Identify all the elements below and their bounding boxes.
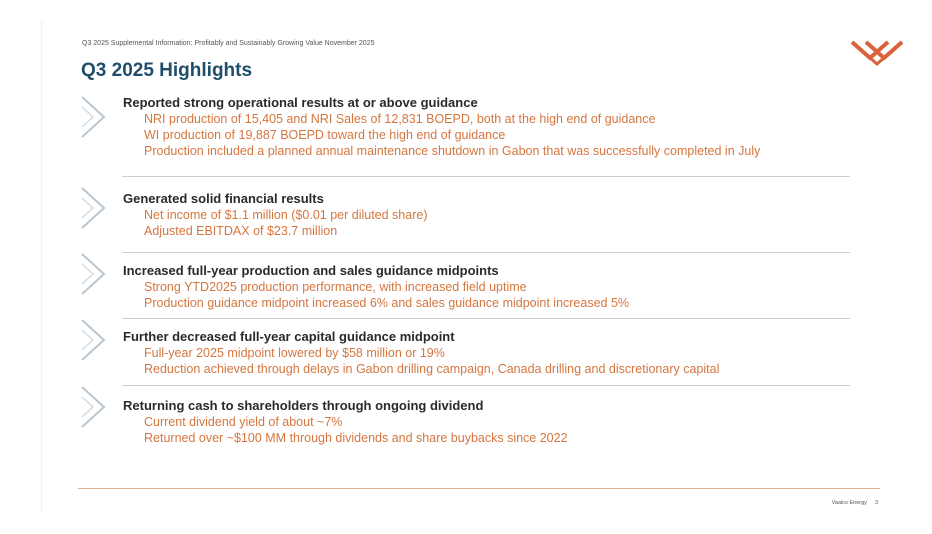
section-title: Returning cash to shareholders through o…: [123, 398, 484, 413]
section-detail: Full-year 2025 midpoint lowered by $58 m…: [144, 346, 445, 360]
section-title: Further decreased full-year capital guid…: [123, 329, 455, 344]
chevron-right-icon: [81, 187, 106, 229]
chevron-right-icon: [81, 253, 106, 295]
section-detail: Net income of $1.1 million ($0.01 per di…: [144, 208, 428, 222]
chevron-stack-logo-icon: [850, 40, 904, 66]
section-title: Increased full-year production and sales…: [123, 263, 499, 278]
chevron-right-icon: [81, 96, 106, 138]
chevron-right-icon: [81, 386, 106, 428]
section-divider: [122, 318, 850, 319]
section-detail: Production included a planned annual mai…: [144, 144, 761, 158]
section-detail: Strong YTD2025 production performance, w…: [144, 280, 527, 294]
section-detail: Reduction achieved through delays in Gab…: [144, 362, 720, 376]
section-title: Reported strong operational results at o…: [123, 95, 478, 110]
section-title: Generated solid financial results: [123, 191, 324, 206]
section-divider: [122, 252, 850, 253]
page-number: 3: [874, 500, 878, 506]
section-divider: [122, 385, 850, 386]
section-detail: WI production of 19,887 BOEPD toward the…: [144, 128, 506, 142]
section-detail: Current dividend yield of about ~7%: [144, 415, 343, 429]
section-detail: Production guidance midpoint increased 6…: [144, 296, 630, 310]
section-divider: [122, 176, 850, 177]
header-note: Q3 2025 Supplemental Information: Profit…: [82, 40, 375, 47]
left-margin-rule: [41, 20, 42, 512]
section-detail: Adjusted EBITDAX of $23.7 million: [144, 224, 338, 238]
section-detail: Returned over ~$100 MM through dividends…: [144, 431, 568, 445]
footer: Vaalco Energy 3: [832, 500, 878, 506]
footer-company: Vaalco Energy: [831, 500, 867, 506]
page-title: Q3 2025 Highlights: [81, 60, 253, 81]
footer-rule: [78, 488, 880, 489]
chevron-right-icon: [81, 319, 106, 361]
section-detail: NRI production of 15,405 and NRI Sales o…: [144, 112, 656, 126]
